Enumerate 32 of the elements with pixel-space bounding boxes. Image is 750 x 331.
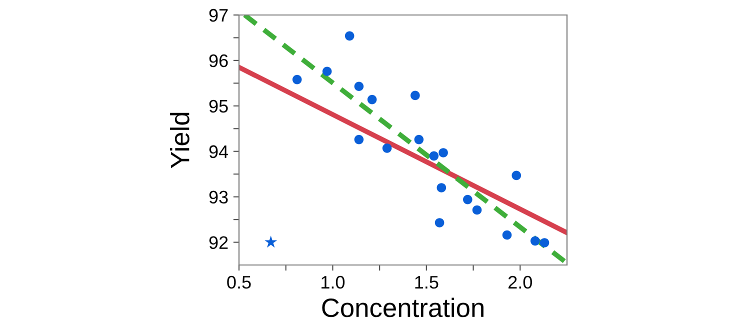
- y-tick-label: 96: [209, 54, 228, 68]
- y-tick-label: 97: [209, 8, 228, 22]
- point: [292, 74, 302, 84]
- point: [438, 148, 448, 158]
- x-tick-label: 2.0: [508, 276, 532, 289]
- point: [463, 194, 472, 204]
- point: [354, 82, 364, 92]
- point: [530, 236, 540, 246]
- point: [512, 170, 522, 180]
- point: [410, 90, 420, 100]
- y-tick-label: 93: [209, 190, 228, 204]
- point: [344, 31, 354, 41]
- point: [414, 134, 424, 144]
- point: [472, 205, 482, 215]
- point: [367, 94, 377, 104]
- y-tick-label: 94: [209, 145, 228, 158]
- point: [322, 66, 332, 76]
- point: [382, 144, 392, 153]
- y-tick-label: 92: [209, 236, 228, 249]
- point: [434, 218, 444, 228]
- point: [540, 238, 550, 248]
- point: [429, 151, 439, 161]
- x-tick-label: 1.0: [322, 276, 345, 289]
- point: [354, 134, 364, 144]
- y-tick-label: 95: [209, 100, 228, 113]
- y-axis-title: Yield: [170, 112, 190, 168]
- point: [502, 230, 512, 240]
- point: [436, 183, 446, 192]
- x-axis-title: Concentration: [322, 298, 484, 318]
- point: [264, 236, 278, 248]
- x-tick-label: 1.5: [415, 276, 438, 289]
- x-tick-label: 0.5: [227, 276, 251, 289]
